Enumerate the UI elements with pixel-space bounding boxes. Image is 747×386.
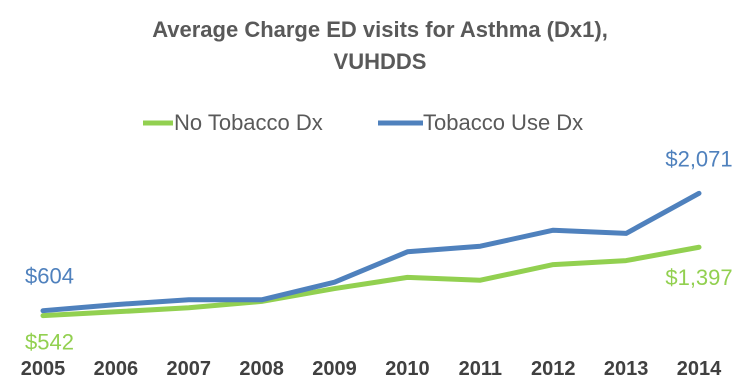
x-tick-label: 2010	[385, 358, 430, 380]
legend-label-tobacco-use: Tobacco Use Dx	[423, 110, 583, 135]
x-tick-label: 2014	[677, 358, 722, 380]
data-label: $2,071	[665, 146, 732, 171]
x-tick-label: 2008	[239, 358, 284, 380]
x-tick-label: 2005	[21, 358, 66, 380]
legend-label-no-tobacco: No Tobacco Dx	[174, 110, 323, 135]
chart-subtitle: VUHDDS	[334, 49, 427, 74]
x-tick-label: 2011	[459, 358, 502, 380]
plot-area	[40, 190, 702, 319]
chart-title: Average Charge ED visits for Asthma (Dx1…	[152, 17, 608, 42]
data-label: $1,397	[665, 265, 732, 290]
data-label: $604	[25, 264, 74, 289]
series-line-0	[40, 244, 702, 319]
data-label: $542	[25, 330, 74, 355]
x-tick-label: 2006	[94, 358, 139, 380]
legend: No Tobacco Dx Tobacco Use Dx	[143, 110, 583, 135]
series-line-1	[40, 190, 702, 314]
data-labels: $542 $1,397 $604 $2,071	[25, 146, 733, 354]
x-tick-label: 2012	[531, 358, 576, 380]
x-axis-ticks: 2005 2006 2007 2008 2009 2010 2011 2012 2013 2014	[21, 358, 722, 380]
x-tick-label: 2009	[312, 358, 357, 380]
x-tick-label: 2007	[167, 358, 212, 380]
x-tick-label: 2013	[604, 358, 649, 380]
